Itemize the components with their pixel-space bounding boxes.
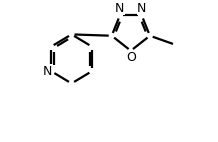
Text: N: N xyxy=(43,65,53,78)
Text: N: N xyxy=(115,2,124,15)
Text: O: O xyxy=(126,51,136,64)
Text: N: N xyxy=(137,2,146,15)
